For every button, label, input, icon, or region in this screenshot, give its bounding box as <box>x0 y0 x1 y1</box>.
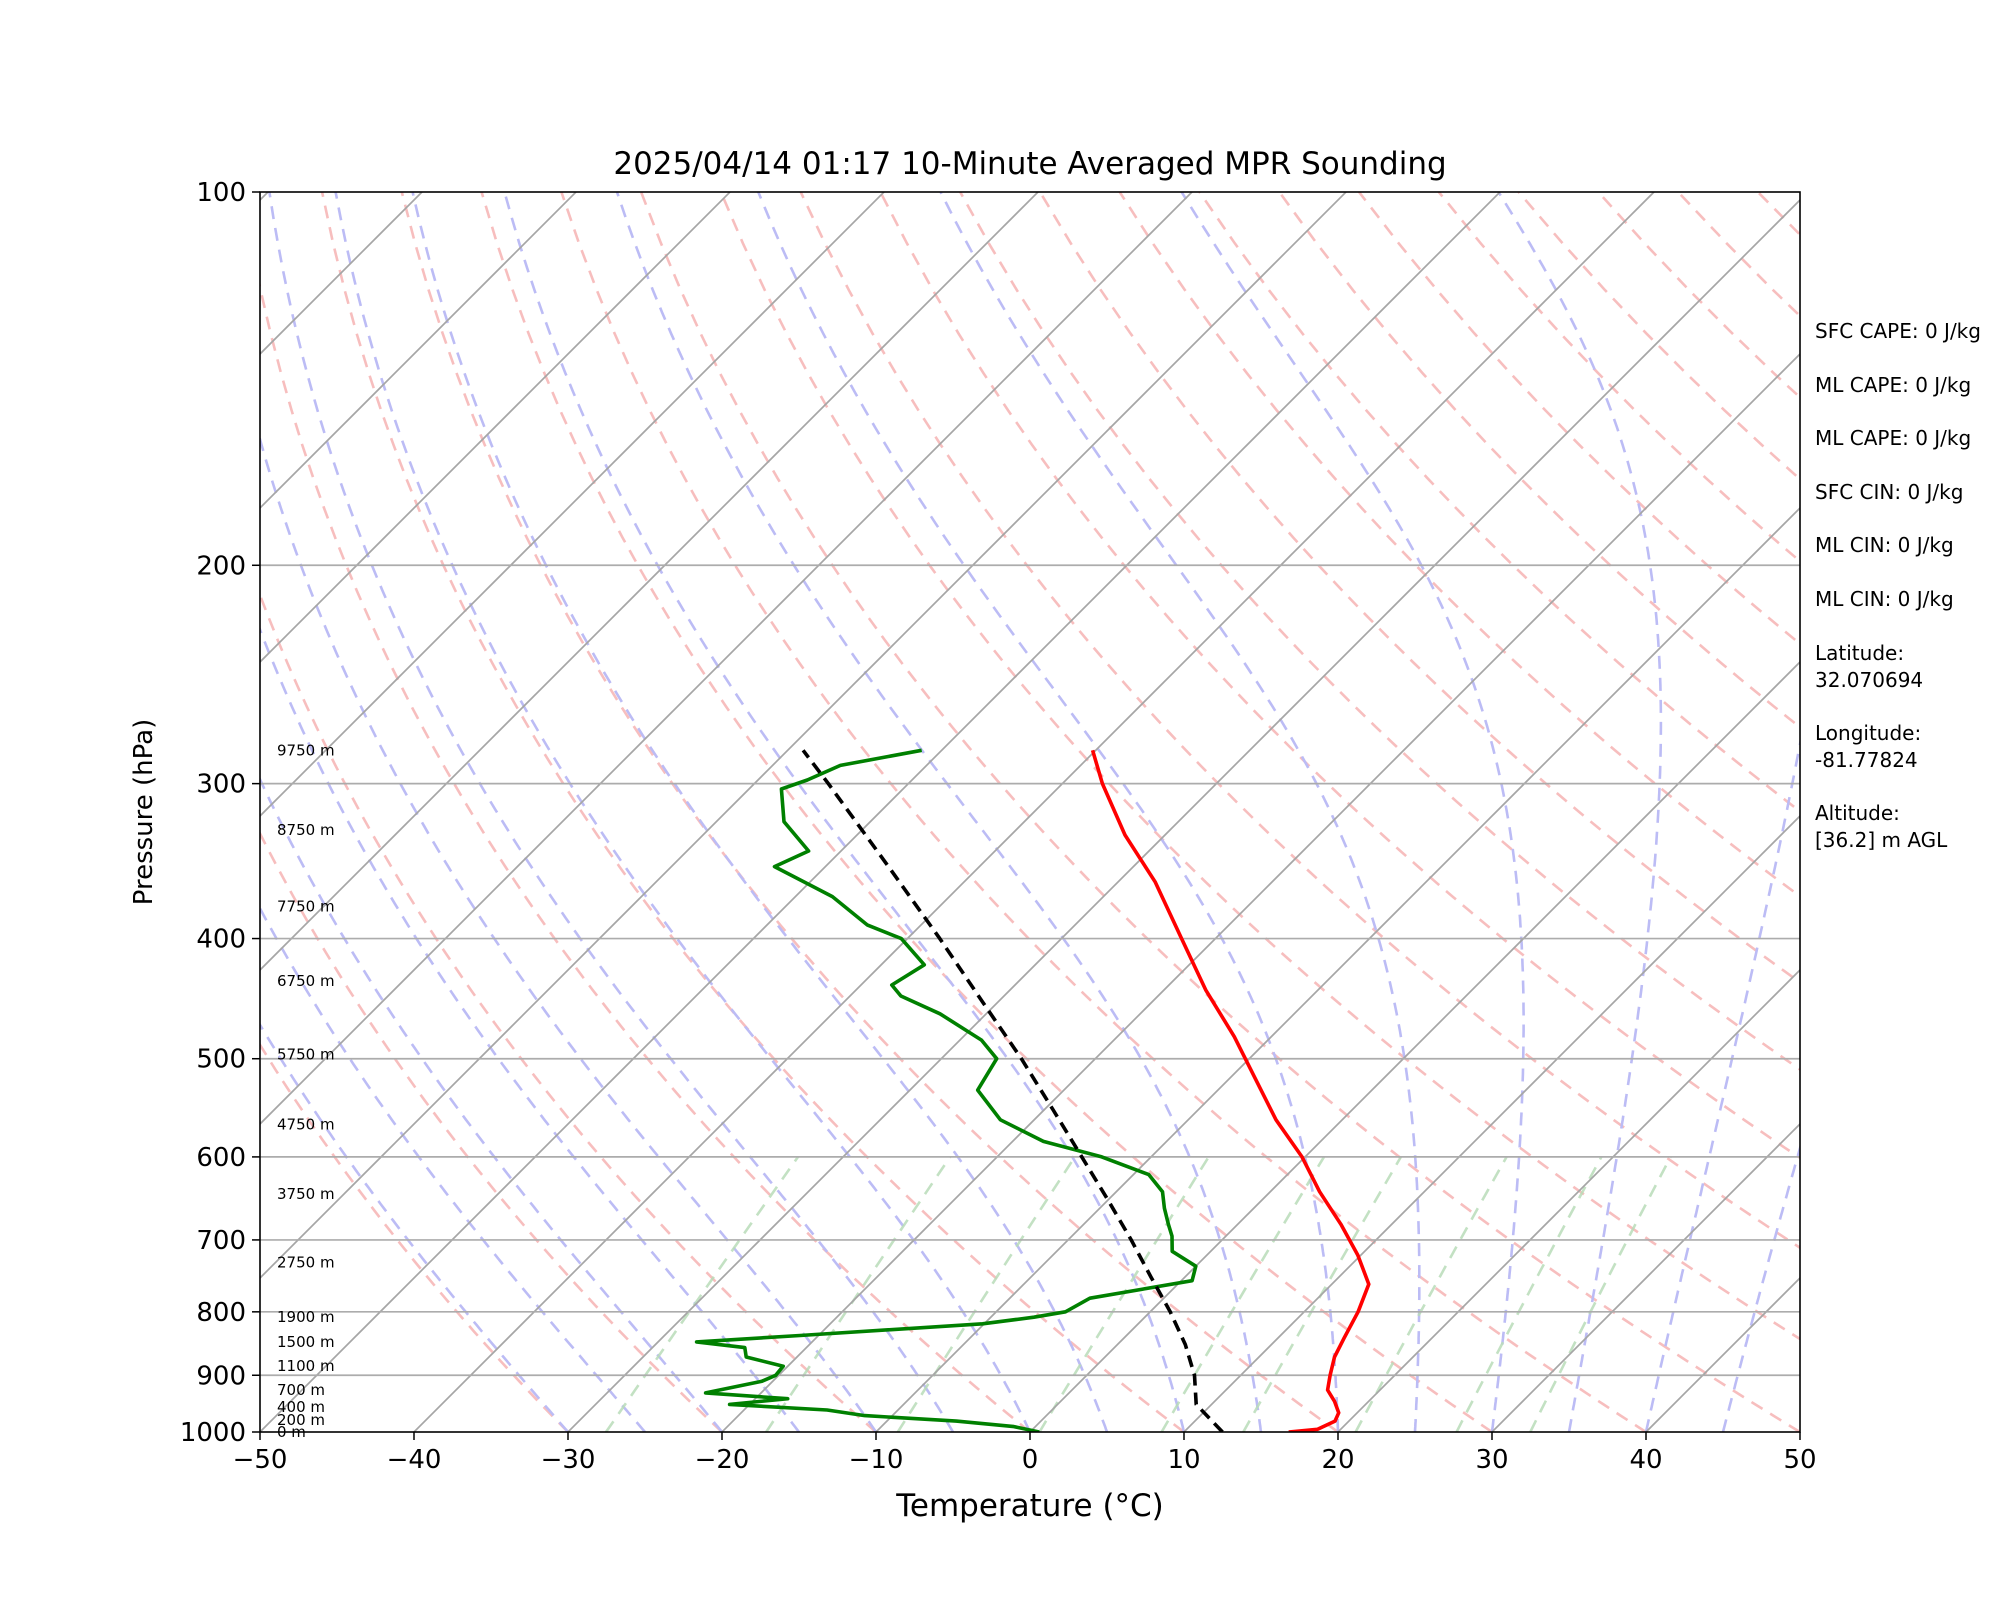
dry-adiabat <box>480 192 1493 1432</box>
x-tick-label: −30 <box>541 1445 596 1475</box>
height-label: 7750 m <box>277 898 335 916</box>
isotherm <box>1337 968 1800 1432</box>
isotherm <box>260 192 731 664</box>
x-tick-label: −50 <box>233 1445 288 1475</box>
dry-adiabat <box>260 591 877 1432</box>
x-tick-label: 30 <box>1475 1445 1508 1475</box>
dry-adiabat <box>560 192 1647 1432</box>
y-tick-label: 900 <box>196 1361 246 1391</box>
x-tick-label: −10 <box>849 1445 904 1475</box>
isotherm <box>260 192 885 818</box>
y-tick-label: 200 <box>196 551 246 581</box>
dry-adiabat <box>959 192 1800 1072</box>
moist-adiabat <box>260 1022 569 1432</box>
height-label: 6750 m <box>277 972 335 990</box>
moist-adiabat <box>615 192 1263 1432</box>
height-label: 3750 m <box>277 1185 335 1203</box>
dry-adiabat <box>879 192 1800 1160</box>
y-tick-label: 100 <box>196 178 246 208</box>
dry-adiabat <box>260 1042 569 1432</box>
dry-adiabat <box>320 192 1185 1432</box>
height-label: 9750 m <box>277 741 335 759</box>
moist-adiabat <box>260 776 724 1432</box>
isotherm <box>413 192 1655 1432</box>
latitude-text: Latitude: 32.070694 <box>1815 641 1924 692</box>
x-axis-label: Temperature (°C) <box>895 1488 1164 1524</box>
moist-adiabat <box>260 905 646 1432</box>
sfc-cape-text: SFC CAPE: 0 J/kg <box>1815 319 1981 343</box>
height-label: 4750 m <box>277 1116 335 1134</box>
height-label: 1900 m <box>277 1308 335 1326</box>
sfc-cin-text: SFC CIN: 0 J/kg <box>1815 480 1964 504</box>
profile-series <box>694 748 1371 1432</box>
height-label: 0 m <box>277 1423 306 1441</box>
height-label: 700 m <box>277 1381 325 1399</box>
isotherm <box>260 192 1347 1280</box>
y-tick-label: 700 <box>196 1226 246 1256</box>
axis-ticks: −50 −40 −30 −20 −10 0 10 20 30 40 50 100 200 300 400 50… <box>180 178 1817 1475</box>
isotherm <box>260 192 577 510</box>
dry-adiabat <box>260 280 1031 1432</box>
x-tick-label: 10 <box>1167 1445 1200 1475</box>
isotherm <box>260 192 1039 972</box>
isotherm <box>260 192 1193 1126</box>
isotherm <box>875 506 1800 1432</box>
isobar-grid <box>260 564 1800 1377</box>
ml-cape-text: ML CAPE: 0 J/kg <box>1815 373 1972 397</box>
height-label: 1100 m <box>277 1357 335 1375</box>
y-tick-label: 800 <box>196 1298 246 1328</box>
ml-cin-text-2: ML CIN: 0 J/kg <box>1815 587 1954 611</box>
isotherm <box>260 192 1501 1432</box>
height-label: 1500 m <box>277 1333 335 1351</box>
y-tick-label: 1000 <box>180 1418 246 1448</box>
moist-adiabat <box>334 192 1032 1432</box>
isotherm <box>1183 814 1800 1432</box>
dry-adiabat <box>719 192 1800 1341</box>
moist-adiabat <box>757 192 1340 1432</box>
chart-title: 2025/04/14 01:17 10-Minute Averaged MPR … <box>613 146 1446 182</box>
parcel-line <box>801 749 1224 1432</box>
x-tick-label: 40 <box>1629 1445 1662 1475</box>
isotherm <box>1491 1122 1800 1432</box>
x-tick-label: −20 <box>695 1445 750 1475</box>
moist-adiabat <box>268 192 955 1432</box>
x-tick-label: −40 <box>387 1445 442 1475</box>
height-label: 5750 m <box>277 1045 335 1063</box>
longitude-text: Longitude: -81.77824 <box>1815 721 1922 772</box>
moist-adiabat <box>939 192 1421 1432</box>
temperature-line <box>1090 749 1371 1432</box>
moist-adiabat <box>1644 737 1800 1432</box>
x-tick-label: 0 <box>1022 1445 1039 1475</box>
height-label: 200 m <box>277 1411 325 1429</box>
height-label: 400 m <box>277 1398 325 1416</box>
x-tick-label: 50 <box>1783 1445 1816 1475</box>
dry-adiabat <box>799 192 1800 1250</box>
moist-adiabat <box>1721 1143 1800 1432</box>
y-axis-label: Pressure (hPa) <box>129 719 159 906</box>
ml-cin-text: ML CIN: 0 J/kg <box>1815 533 1954 557</box>
y-tick-label: 500 <box>196 1045 246 1075</box>
height-label: 8750 m <box>277 821 335 839</box>
x-tick-label: 20 <box>1321 1445 1354 1475</box>
mixing-ratio-line <box>604 1156 800 1432</box>
altitude-text: Altitude: [36.2] m AGL <box>1815 801 1948 852</box>
moist-adiabat <box>411 192 1109 1432</box>
height-label: 2750 m <box>277 1254 335 1272</box>
y-tick-label: 300 <box>196 770 246 800</box>
dry-adiabat <box>639 192 1800 1432</box>
isotherm <box>721 352 1800 1432</box>
isotherm <box>567 198 1800 1432</box>
dewpoint-line <box>694 748 1198 1432</box>
ml-cape-text-2: ML CAPE: 0 J/kg <box>1815 426 1972 450</box>
moist-adiabat <box>1497 192 1663 1432</box>
y-tick-label: 400 <box>196 925 246 955</box>
y-tick-label: 600 <box>196 1143 246 1173</box>
isotherm <box>1029 660 1800 1432</box>
